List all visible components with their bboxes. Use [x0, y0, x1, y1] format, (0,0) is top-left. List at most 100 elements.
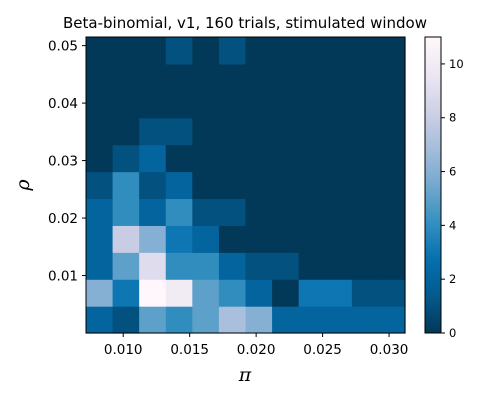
x-tick-label: 0.015: [170, 342, 209, 358]
heatmap-cell: [218, 225, 247, 253]
heatmap-cell: [218, 171, 247, 200]
y-axis-ticks: 0.01 0.02 0.03 0.04 0.05: [48, 39, 86, 285]
heatmap-cell: [298, 117, 326, 146]
heatmap-cell: [325, 252, 353, 280]
heatmap-cell: [86, 252, 114, 280]
heatmap-cell: [325, 63, 353, 92]
heatmap-cell: [218, 252, 247, 280]
heatmap-cell: [86, 117, 114, 146]
heatmap-cell: [139, 144, 167, 173]
heatmap-cell: [139, 198, 167, 226]
heatmap-cell: [245, 252, 273, 280]
heatmap-cell: [298, 171, 326, 200]
colorbar-tick-label: 6: [449, 165, 456, 179]
heatmap-cell: [298, 225, 326, 253]
heatmap-cell: [298, 279, 326, 307]
heatmap-cell: [139, 117, 167, 146]
heatmap-cell: [112, 144, 140, 173]
heatmap-cell: [112, 117, 140, 146]
heatmap-cell: [378, 171, 406, 200]
heatmap-cell: [86, 306, 114, 334]
heatmap-cell: [86, 37, 114, 65]
heatmap-cell: [112, 198, 140, 226]
heatmap-cell: [245, 306, 273, 334]
heatmap-cell: [351, 144, 380, 173]
x-axis-label: π: [238, 364, 252, 386]
heatmap-cell: [192, 306, 220, 334]
heatmap-cell: [272, 306, 300, 334]
heatmap-cell: [218, 117, 247, 146]
heatmap-cell: [165, 279, 193, 307]
heatmap-cell: [165, 171, 193, 200]
heatmap-cell: [245, 198, 273, 226]
heatmap-cell: [351, 90, 380, 119]
heatmap-cell: [218, 90, 247, 119]
heatmap-cell: [218, 37, 247, 65]
heatmap-cell: [378, 117, 406, 146]
heatmap-cell: [139, 171, 167, 200]
heatmap-cell: [272, 279, 300, 307]
heatmap-cell: [165, 144, 193, 173]
y-tick-label: 0.01: [48, 269, 78, 285]
heatmap-cell: [378, 90, 406, 119]
heatmap-cell: [245, 225, 273, 253]
heatmap-cell: [192, 171, 220, 200]
heatmap-cell: [218, 63, 247, 92]
heatmap-cell: [298, 144, 326, 173]
heatmap-cell: [165, 117, 193, 146]
colorbar-tick-label: 8: [449, 111, 456, 125]
heatmap-cell: [245, 144, 273, 173]
heatmap-cell: [378, 225, 406, 253]
heatmap-cell: [378, 37, 406, 65]
plot-frame: [85, 36, 406, 334]
heatmap-cell: [139, 306, 167, 334]
colorbar-tick-label: 10: [449, 57, 464, 71]
heatmap-cell: [245, 37, 273, 65]
heatmap-cell: [192, 198, 220, 226]
heatmap-cell: [86, 198, 114, 226]
heatmap-cell: [139, 90, 167, 119]
y-axis-label: ρ: [12, 179, 34, 192]
heatmap-cell: [325, 198, 353, 226]
heatmap-cell: [192, 252, 220, 280]
y-tick-label: 0.02: [48, 211, 78, 227]
heatmap-cell: [378, 279, 406, 307]
heatmap-cell: [245, 90, 273, 119]
heatmap-cell: [192, 225, 220, 253]
heatmap-cell: [378, 252, 406, 280]
heatmap-cell: [86, 225, 114, 253]
heatmap-cell: [351, 171, 380, 200]
heatmap-cell: [139, 252, 167, 280]
heatmap-cell: [325, 144, 353, 173]
heatmap-cell: [378, 144, 406, 173]
y-tick-label: 0.04: [48, 96, 78, 112]
x-tick-label: 0.010: [104, 342, 143, 358]
heatmap-cell: [272, 171, 300, 200]
colorbar: [425, 37, 441, 333]
heatmap-cell: [165, 252, 193, 280]
heatmap-cell: [218, 279, 247, 307]
colorbar-tick-label: 0: [449, 326, 456, 340]
heatmap-cell: [139, 279, 167, 307]
heatmap-cell: [272, 225, 300, 253]
heatmap-cell: [298, 63, 326, 92]
heatmap-cell: [325, 171, 353, 200]
heatmap-cell: [112, 252, 140, 280]
heatmap-cell: [272, 117, 300, 146]
heatmap-cell: [86, 279, 114, 307]
heatmap-cells: [86, 37, 406, 334]
heatmap-cell: [112, 171, 140, 200]
heatmap-cell: [192, 37, 220, 65]
heatmap-cell: [112, 63, 140, 92]
heatmap-cell: [325, 279, 353, 307]
heatmap-cell: [165, 306, 193, 334]
heatmap-cell: [325, 117, 353, 146]
heatmap-cell: [218, 144, 247, 173]
heatmap-cell: [351, 252, 380, 280]
heatmap-cell: [378, 306, 406, 334]
heatmap-cell: [112, 279, 140, 307]
heatmap-cell: [351, 279, 380, 307]
x-tick-label: 0.025: [303, 342, 342, 358]
heatmap-cell: [192, 117, 220, 146]
